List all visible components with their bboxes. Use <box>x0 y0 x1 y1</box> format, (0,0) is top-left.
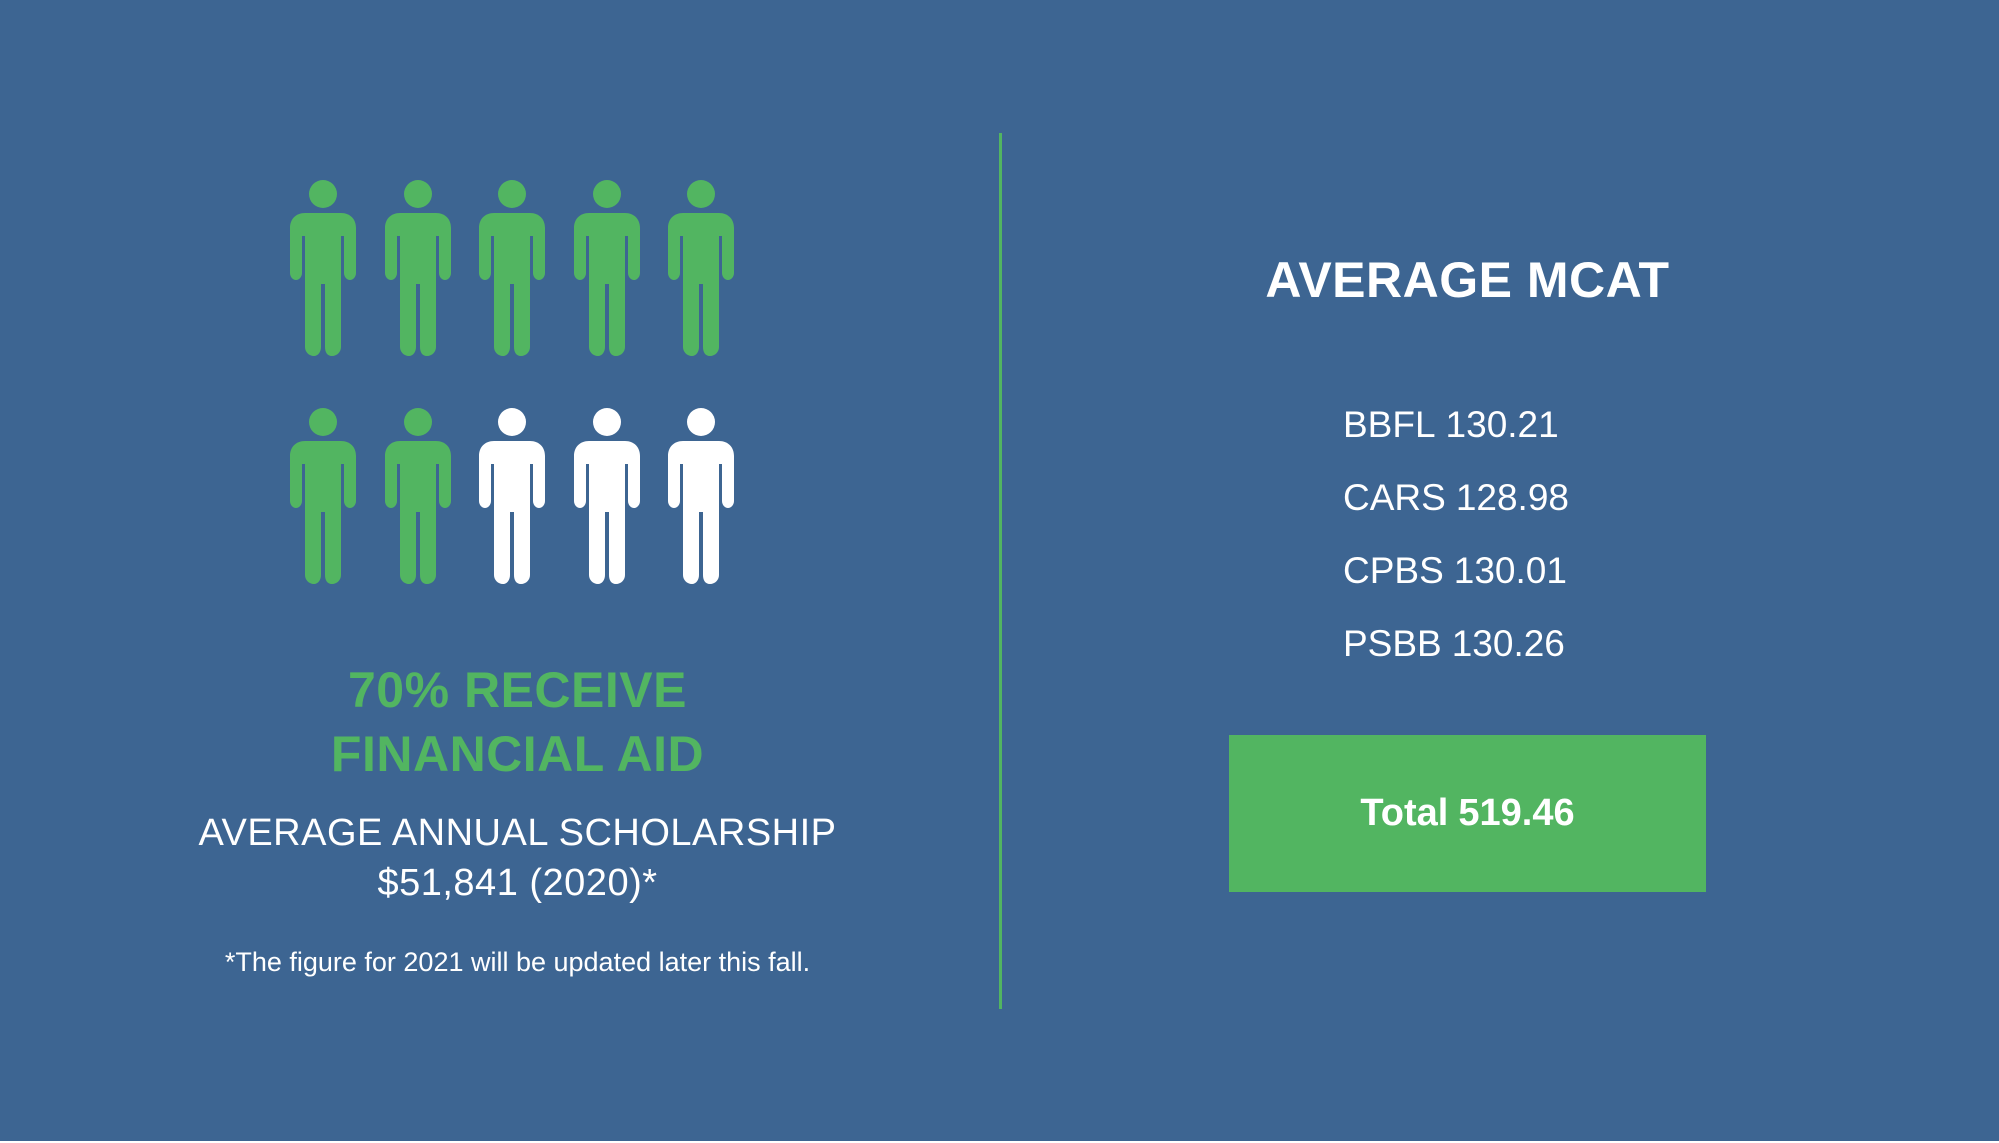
score-label: BBFL <box>1343 404 1436 445</box>
score-value: 130.01 <box>1453 550 1567 591</box>
headline-line-2: FINANCIAL AID <box>330 726 705 782</box>
financial-aid-section: 70% RECEIVE FINANCIAL AID AVERAGE ANNUAL… <box>0 0 1000 1141</box>
scholarship-amount: $51,841 (2020)* <box>377 862 658 904</box>
footnote: *The figure for 2021 will be updated lat… <box>224 947 811 977</box>
scholarship-label: AVERAGE ANNUAL SCHOLARSHIP <box>198 812 837 854</box>
score-value: 130.26 <box>1451 623 1565 664</box>
person-icon <box>567 408 647 584</box>
person-icon <box>472 408 552 584</box>
total-label: Total <box>1360 792 1449 834</box>
score-row-cars: CARS 128.98 <box>1343 461 1703 534</box>
person-icon <box>378 180 458 356</box>
score-row-bbfl: BBFL 130.21 <box>1343 388 1703 461</box>
score-row-psbb: PSBB 130.26 <box>1343 607 1703 680</box>
people-pictogram <box>283 180 758 600</box>
mcat-score-list: BBFL 130.21 CARS 128.98 CPBS 130.01 PSBB 130… <box>1343 388 1703 680</box>
score-value: 128.98 <box>1455 477 1569 518</box>
total-value: 519.46 <box>1458 792 1575 834</box>
person-icon <box>378 408 458 584</box>
total-score-box: Total 519.46 <box>1229 735 1706 892</box>
person-icon <box>283 180 363 356</box>
financial-aid-headline: 70% RECEIVE FINANCIAL AID <box>0 658 1035 786</box>
score-value: 130.21 <box>1445 404 1559 445</box>
person-icon <box>472 180 552 356</box>
total-score-text: Total 519.46 <box>1360 792 1574 835</box>
score-row-cpbs: CPBS 130.01 <box>1343 534 1703 607</box>
score-label: PSBB <box>1343 623 1442 664</box>
person-icon <box>661 180 741 356</box>
scholarship-text: AVERAGE ANNUAL SCHOLARSHIP $51,841 (2020… <box>0 808 1035 908</box>
score-label: CARS <box>1343 477 1446 518</box>
person-icon <box>567 180 647 356</box>
person-icon <box>283 408 363 584</box>
vertical-divider <box>999 133 1002 1009</box>
mcat-title: AVERAGE MCAT <box>1265 252 1670 308</box>
person-icon <box>661 408 741 584</box>
headline-line-1: 70% RECEIVE <box>348 662 687 718</box>
score-label: CPBS <box>1343 550 1444 591</box>
